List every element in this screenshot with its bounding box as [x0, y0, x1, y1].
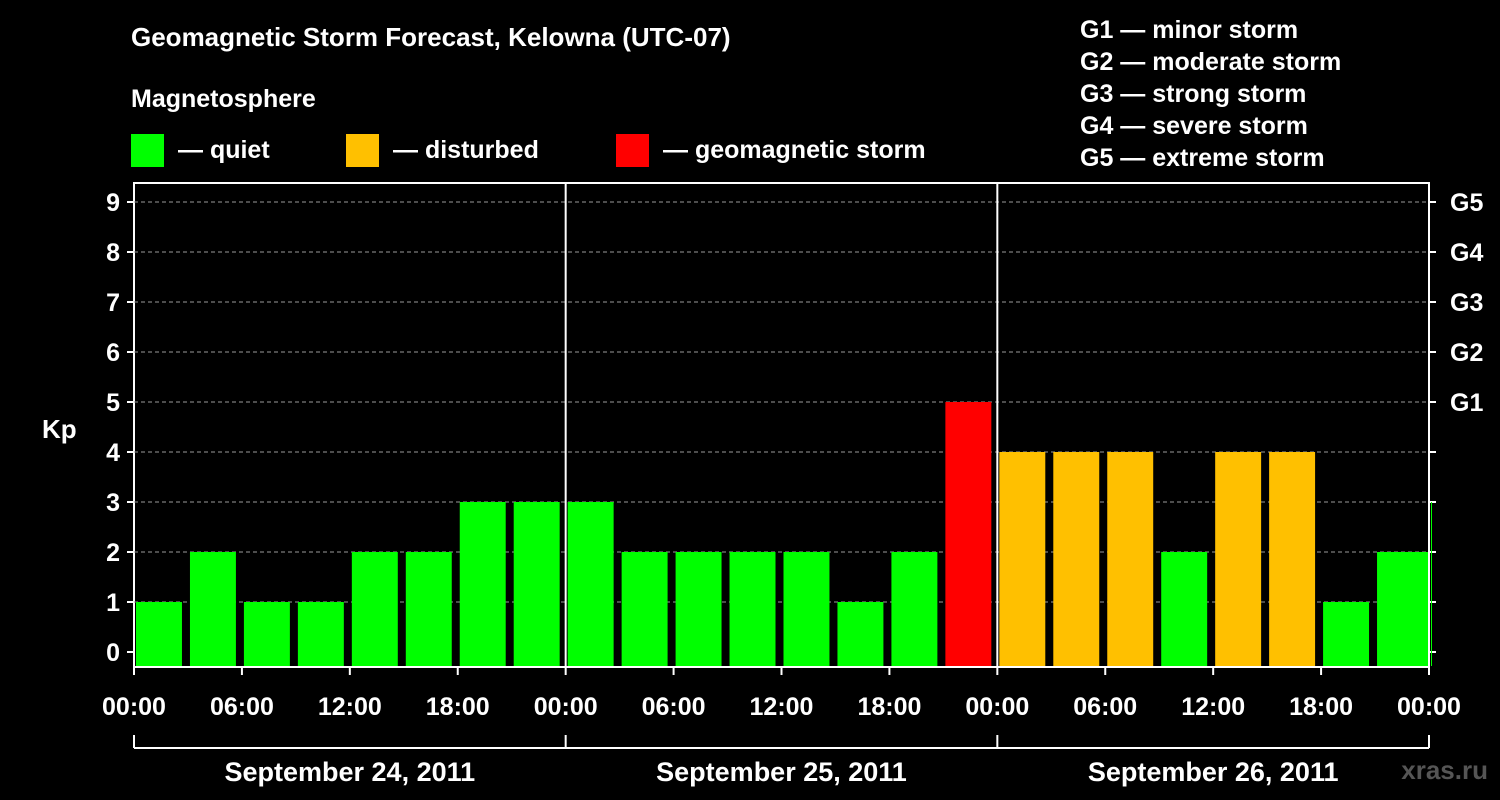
right-axis-label: G4 — [1450, 239, 1483, 267]
x-tick-label: 06:00 — [1073, 693, 1137, 721]
y-tick-label: 5 — [106, 389, 120, 417]
x-tick-label: 00:00 — [965, 693, 1029, 721]
bar — [189, 552, 236, 666]
y-axis-label: Kp — [42, 414, 77, 444]
right-axis-label: G5 — [1450, 189, 1483, 217]
right-axis-label: G2 — [1450, 339, 1483, 367]
legend-heading: Magnetosphere — [131, 85, 316, 113]
bar — [243, 602, 290, 666]
bar — [513, 502, 560, 666]
x-tick-label: 18:00 — [857, 693, 921, 721]
legend-swatch-storm — [616, 133, 649, 167]
x-tick-label: 00:00 — [102, 693, 166, 721]
bar — [1269, 452, 1316, 666]
storm-level-g2: G2 — moderate storm — [1080, 48, 1342, 76]
y-tick-label: 9 — [106, 189, 120, 217]
x-tick-label: 18:00 — [426, 693, 490, 721]
y-tick-label: 0 — [106, 639, 120, 667]
x-tick-label: 06:00 — [642, 693, 706, 721]
day-label: September 25, 2011 — [656, 757, 907, 787]
bar — [999, 452, 1046, 666]
right-axis-label: G1 — [1450, 389, 1483, 417]
y-tick-label: 6 — [106, 339, 120, 367]
bar — [945, 402, 992, 666]
y-tick-label: 2 — [106, 539, 120, 567]
bar — [1323, 602, 1370, 666]
bar — [1431, 502, 1432, 666]
legend-item-storm: — geomagnetic storm — [616, 133, 926, 167]
bar — [136, 602, 182, 666]
day-label: September 24, 2011 — [224, 757, 475, 787]
x-tick-label: 12:00 — [318, 693, 382, 721]
bar — [405, 552, 452, 666]
bar — [1161, 552, 1208, 666]
bar — [1377, 552, 1428, 666]
bar — [351, 552, 398, 666]
storm-level-list: G1 — minor storm G2 — moderate storm G3 … — [1080, 14, 1341, 174]
bar — [891, 552, 938, 666]
bar — [783, 552, 830, 666]
x-tick-label: 12:00 — [750, 693, 814, 721]
bar — [297, 602, 344, 666]
y-tick-label: 4 — [106, 439, 120, 467]
bar — [567, 502, 614, 666]
bar — [1053, 452, 1100, 666]
legend-swatch-disturbed — [346, 133, 379, 167]
x-tick-label: 06:00 — [210, 693, 274, 721]
storm-level-g5: G5 — extreme storm — [1080, 144, 1325, 172]
legend-swatch-quiet — [131, 133, 164, 167]
bar — [729, 552, 776, 666]
x-tick-label: 00:00 — [534, 693, 598, 721]
bar — [675, 552, 722, 666]
watermark: xras.ru — [1401, 755, 1488, 785]
x-tick-label: 00:00 — [1397, 693, 1461, 721]
legend-label-storm: — geomagnetic storm — [663, 135, 926, 164]
legend-label-disturbed: — disturbed — [393, 135, 539, 164]
day-label: September 26, 2011 — [1088, 757, 1339, 787]
y-tick-label: 1 — [106, 589, 120, 617]
storm-level-g3: G3 — strong storm — [1080, 80, 1307, 108]
bar — [837, 602, 884, 666]
y-tick-label: 7 — [106, 289, 120, 317]
storm-level-g4: G4 — severe storm — [1080, 112, 1308, 140]
legend-label-quiet: — quiet — [178, 135, 270, 164]
bar — [459, 502, 506, 666]
y-tick-label: 3 — [106, 489, 120, 517]
chart-title: Geomagnetic Storm Forecast, Kelowna (UTC… — [131, 22, 731, 52]
storm-level-g1: G1 — minor storm — [1080, 16, 1299, 44]
right-axis-label: G3 — [1450, 289, 1483, 317]
x-tick-label: 12:00 — [1181, 693, 1245, 721]
legend-item-quiet: — quiet — [131, 133, 270, 167]
bar — [621, 552, 668, 666]
x-tick-label: 18:00 — [1289, 693, 1353, 721]
y-tick-label: 8 — [106, 239, 120, 267]
bar — [1107, 452, 1154, 666]
bar — [1215, 452, 1262, 666]
legend-item-disturbed: — disturbed — [346, 133, 539, 167]
